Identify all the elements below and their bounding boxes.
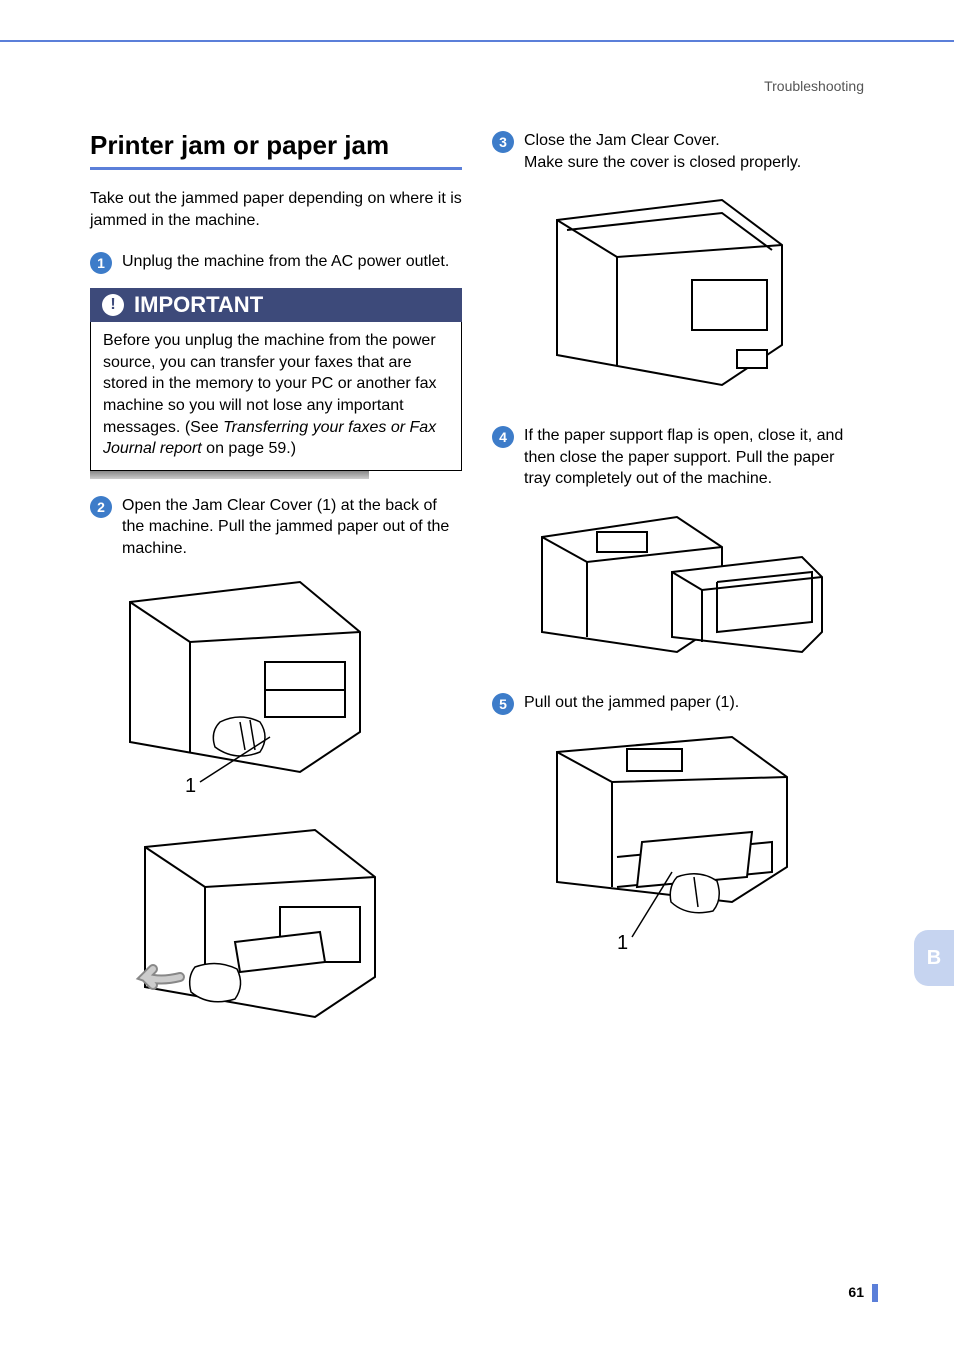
step-text: Unplug the machine from the AC power out… — [122, 251, 449, 274]
step-text: Pull out the jammed paper (1). — [524, 692, 739, 715]
page-title: Printer jam or paper jam — [90, 130, 462, 161]
figure-callout-1: 1 — [185, 775, 196, 797]
figure-jam-cover-open: 1 — [90, 572, 462, 802]
step-4: 4 If the paper support flap is open, clo… — [492, 425, 864, 490]
figure-pull-paper-back — [90, 822, 462, 1052]
important-text-b: on page 59.) — [206, 440, 296, 457]
important-callout: ! IMPORTANT Before you unplug the machin… — [90, 288, 462, 479]
step-badge: 3 — [492, 131, 514, 153]
step-1: 1 Unplug the machine from the AC power o… — [90, 251, 462, 274]
step-3: 3 Close the Jam Clear Cover. Make sure t… — [492, 130, 864, 173]
step-5: 5 Pull out the jammed paper (1). — [492, 692, 864, 715]
step-text: Close the Jam Clear Cover. Make sure the… — [524, 130, 801, 173]
section-tab: B — [914, 930, 954, 986]
content-area: Printer jam or paper jam Take out the ja… — [90, 130, 864, 1260]
figure-callout-1: 1 — [617, 932, 628, 954]
page-number-bar — [872, 1284, 878, 1302]
page-number: 61 — [848, 1284, 864, 1300]
important-header: ! IMPORTANT — [90, 288, 462, 322]
step-badge: 4 — [492, 426, 514, 448]
step-text: Open the Jam Clear Cover (1) at the back… — [122, 495, 462, 560]
important-body: Before you unplug the machine from the p… — [90, 322, 462, 471]
figure-pull-jammed-front: 1 — [522, 727, 864, 957]
intro-text: Take out the jammed paper depending on w… — [90, 188, 462, 231]
step-text: If the paper support flap is open, close… — [524, 425, 864, 490]
step-badge: 1 — [90, 252, 112, 274]
step3-line-a: Close the Jam Clear Cover. — [524, 132, 720, 149]
step3-line-b: Make sure the cover is closed properly. — [524, 154, 801, 171]
left-column: Printer jam or paper jam Take out the ja… — [90, 130, 462, 1260]
top-rule — [0, 40, 954, 42]
figure-cover-closed — [522, 185, 864, 405]
heading-rule — [90, 167, 462, 170]
breadcrumb: Troubleshooting — [764, 78, 864, 94]
exclamation-icon: ! — [102, 294, 124, 316]
figure-tray-out — [522, 502, 864, 672]
right-column: 3 Close the Jam Clear Cover. Make sure t… — [492, 130, 864, 1260]
step-badge: 5 — [492, 693, 514, 715]
important-label: IMPORTANT — [134, 292, 263, 317]
important-shadow — [90, 471, 369, 479]
step-2: 2 Open the Jam Clear Cover (1) at the ba… — [90, 495, 462, 560]
step-badge: 2 — [90, 496, 112, 518]
